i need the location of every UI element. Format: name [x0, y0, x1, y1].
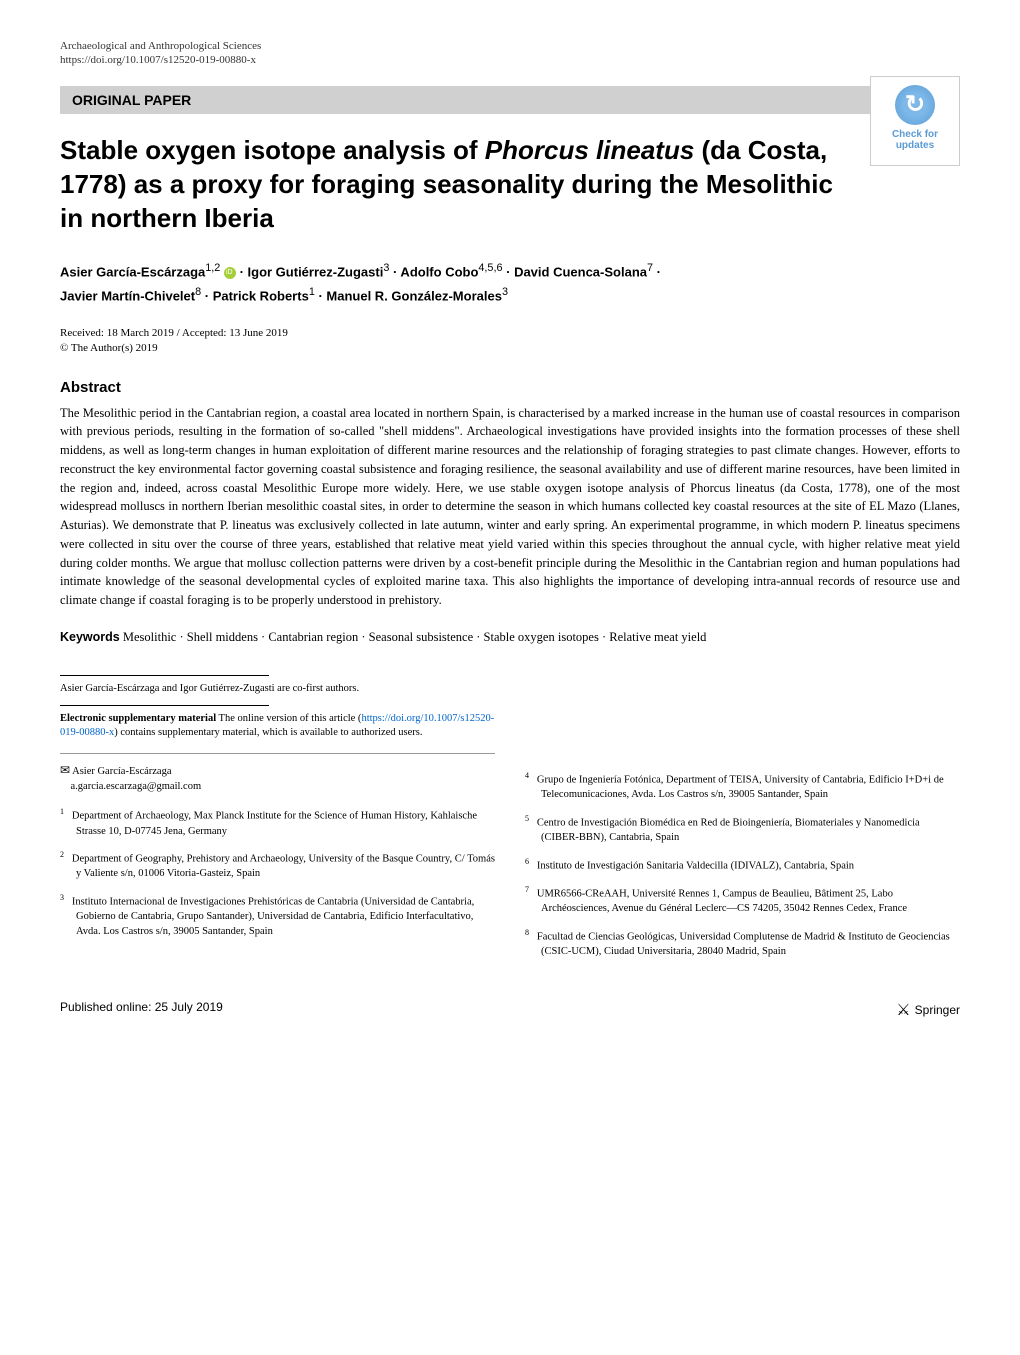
corresponding-author: ✉ Asier García-Escárzaga a.garcia.escarz…	[60, 753, 495, 794]
orcid-icon[interactable]	[224, 267, 236, 279]
affiliation-6: 6 Instituto de Investigación Sanitaria V…	[525, 856, 960, 874]
affiliation-4: 4 Grupo de Ingeniería Fotónica, Departme…	[525, 770, 960, 803]
author-4-sup: 7	[647, 262, 653, 274]
abstract-text: The Mesolithic period in the Cantabrian …	[60, 404, 960, 610]
corresponding-email: a.garcia.escarzaga@gmail.com	[71, 781, 202, 792]
check-updates-text2: updates	[871, 140, 959, 151]
authors-block: Asier García-Escárzaga1,2 · Igor Gutiérr…	[60, 260, 960, 306]
paper-type-label: ORIGINAL PAPER	[72, 92, 191, 108]
publisher-badge: ⚔ Springer	[896, 1000, 960, 1020]
divider-2	[60, 705, 269, 706]
author-7-sup: 3	[502, 286, 508, 298]
author-1-sup: 1,2	[205, 262, 220, 274]
aff-text-4: Grupo de Ingeniería Fotónica, Department…	[537, 774, 944, 800]
aff-num-5: 5	[525, 814, 529, 823]
affiliation-2: 2 Department of Geography, Prehistory an…	[60, 849, 495, 882]
doi-link[interactable]: https://doi.org/10.1007/s12520-019-00880…	[60, 54, 960, 66]
aff-num-1: 1	[60, 807, 64, 816]
affiliation-5: 5 Centro de Investigación Biomédica en R…	[525, 813, 960, 846]
esm-heading: Electronic supplementary material	[60, 713, 216, 724]
author-2-sup: 3	[383, 262, 389, 274]
author-1: Asier García-Escárzaga	[60, 265, 205, 280]
aff-num-8: 8	[525, 928, 529, 937]
aff-text-8: Facultad de Ciencias Geológicas, Univers…	[537, 931, 950, 957]
affiliation-1: 1 Department of Archaeology, Max Planck …	[60, 806, 495, 839]
check-updates-text1: Check for	[871, 129, 959, 140]
affiliation-8: 8 Facultad de Ciencias Geológicas, Unive…	[525, 927, 960, 960]
check-updates-icon	[895, 85, 935, 125]
author-3: · Adolfo Cobo	[393, 265, 478, 280]
aff-text-1: Department of Archaeology, Max Planck In…	[72, 811, 477, 837]
author-7: · Manuel R. González-Morales	[318, 288, 501, 303]
publication-footer: Published online: 25 July 2019 ⚔ Springe…	[60, 1000, 960, 1020]
aff-text-7: UMR6566-CReAAH, Université Rennes 1, Cam…	[537, 888, 907, 914]
check-updates-badge[interactable]: Check for updates	[870, 76, 960, 166]
title-part1: Stable oxygen isotope analysis of	[60, 135, 485, 165]
footer-col-left: Asier García-Escárzaga and Igor Gutiérre…	[60, 675, 495, 970]
copyright-line: © The Author(s) 2019	[60, 342, 960, 354]
author-2: · Igor Gutiérrez-Zugasti	[240, 265, 384, 280]
affiliation-7: 7 UMR6566-CReAAH, Université Rennes 1, C…	[525, 884, 960, 917]
author-6: · Patrick Roberts	[205, 288, 309, 303]
received-accepted-dates: Received: 18 March 2019 / Accepted: 13 J…	[60, 327, 960, 339]
keywords-line: Keywords Mesolithic · Shell middens · Ca…	[60, 630, 960, 645]
author-3-sup: 4,5,6	[478, 262, 502, 274]
paper-title: Stable oxygen isotope analysis of Phorcu…	[60, 134, 960, 235]
publisher-name: Springer	[915, 1003, 960, 1017]
esm-text2: ) contains supplementary material, which…	[114, 727, 422, 738]
envelope-icon: ✉	[60, 763, 70, 777]
footer-col-right: 4 Grupo de Ingeniería Fotónica, Departme…	[525, 675, 960, 970]
aff-num-7: 7	[525, 885, 529, 894]
aff-text-5: Centro de Investigación Biomédica en Red…	[537, 817, 920, 843]
keywords-label: Keywords	[60, 630, 120, 644]
aff-text-6: Instituto de Investigación Sanitaria Val…	[537, 860, 854, 871]
esm-text1: The online version of this article (	[216, 713, 361, 724]
author-5-sup: 8	[195, 286, 201, 298]
aff-num-4: 4	[525, 771, 529, 780]
divider-1	[60, 675, 269, 676]
author-6-sup: 1	[309, 286, 315, 298]
aff-num-3: 3	[60, 893, 64, 902]
paper-type-bar: ORIGINAL PAPER Check for updates	[60, 86, 960, 114]
journal-name: Archaeological and Anthropological Scien…	[60, 40, 960, 52]
cofirst-note: Asier García-Escárzaga and Igor Gutiérre…	[60, 682, 495, 697]
spacer	[525, 675, 960, 770]
aff-text-2: Department of Geography, Prehistory and …	[72, 854, 495, 880]
published-online: Published online: 25 July 2019	[60, 1000, 223, 1020]
keywords-text: Mesolithic · Shell middens · Cantabrian …	[120, 630, 707, 644]
affiliation-3: 3 Instituto Internacional de Investigaci…	[60, 892, 495, 940]
aff-num-6: 6	[525, 857, 529, 866]
author-sep: ·	[657, 265, 661, 280]
aff-num-2: 2	[60, 850, 64, 859]
abstract-heading: Abstract	[60, 379, 960, 396]
author-4: · David Cuenca-Solana	[506, 265, 647, 280]
aff-text-3: Instituto Internacional de Investigacion…	[72, 897, 474, 937]
springer-icon: ⚔	[896, 1000, 910, 1020]
footer-columns: Asier García-Escárzaga and Igor Gutiérre…	[60, 675, 960, 970]
esm-block: Electronic supplementary material The on…	[60, 712, 495, 741]
title-species: Phorcus lineatus	[485, 135, 695, 165]
corresponding-name: Asier García-Escárzaga	[72, 766, 171, 777]
author-5: Javier Martín-Chivelet	[60, 288, 195, 303]
